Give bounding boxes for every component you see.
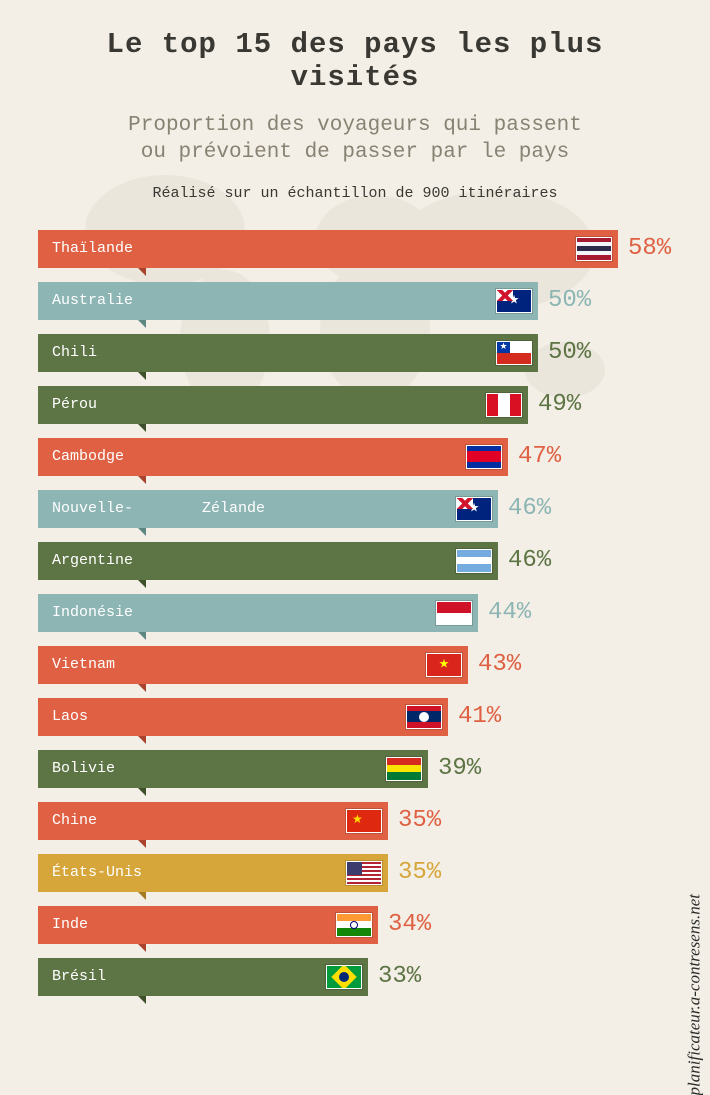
bar-label: Bolivie [38, 760, 115, 777]
bar-label: Laos [38, 708, 88, 725]
bar-label: Australie [38, 292, 133, 309]
bar-row: Chili ★ 50% [38, 334, 672, 372]
bar-percent: 43% [478, 646, 521, 684]
bar: Nouvelle- Zélande [38, 490, 498, 528]
bar-label: Nouvelle- [38, 500, 133, 517]
bar-label: Brésil [38, 968, 106, 985]
bar: Argentine [38, 542, 498, 580]
bar-percent: 46% [508, 490, 551, 528]
sample-note: Réalisé sur un échantillon de 900 itinér… [38, 185, 672, 202]
bar-notch [138, 840, 146, 848]
flag-icon-th [576, 237, 612, 261]
bar-notch [138, 684, 146, 692]
bar-notch [138, 424, 146, 432]
bar-row: Bolivie 39% [38, 750, 672, 788]
flag-icon-us [346, 861, 382, 885]
bar-row: Argentine 46% [38, 542, 672, 580]
bar-percent: 33% [378, 958, 421, 996]
flag-icon-in [336, 913, 372, 937]
flag-icon-bo [386, 757, 422, 781]
bar-row: Brésil 33% [38, 958, 672, 996]
bar-row: Australie ★ 50% [38, 282, 672, 320]
bar-percent: 35% [398, 854, 441, 892]
bar: Chine [38, 802, 388, 840]
bar-label: États-Unis [38, 864, 142, 881]
bar: Thaïlande [38, 230, 618, 268]
bar-row: Vietnam ★ 43% [38, 646, 672, 684]
bar-percent: 47% [518, 438, 561, 476]
subtitle-line-1: Proportion des voyageurs qui passent [128, 114, 582, 137]
bar-row: Thaïlande 58% [38, 230, 672, 268]
bar-notch [138, 632, 146, 640]
bar-percent: 46% [508, 542, 551, 580]
bar-label: Indonésie [38, 604, 133, 621]
bar-label: Pérou [38, 396, 97, 413]
flag-icon-vn: ★ [426, 653, 462, 677]
bar: Brésil [38, 958, 368, 996]
bar: Vietnam [38, 646, 468, 684]
bar-percent: 49% [538, 386, 581, 424]
bar-percent: 34% [388, 906, 431, 944]
flag-icon-la [406, 705, 442, 729]
bar-label: Chine [38, 812, 97, 829]
bar-label: Inde [38, 916, 88, 933]
bar-notch [138, 892, 146, 900]
bar: Chili [38, 334, 538, 372]
bar-label: Vietnam [38, 656, 115, 673]
bar-row: Chine ★ 35% [38, 802, 672, 840]
bar-percent: 41% [458, 698, 501, 736]
subtitle-line-2: ou prévoient de passer par le pays [141, 141, 569, 164]
bar-notch [138, 944, 146, 952]
bar: Bolivie [38, 750, 428, 788]
bar-row: Nouvelle- Zélande ★ 46% [38, 490, 672, 528]
bar: États-Unis [38, 854, 388, 892]
chart-title: Le top 15 des pays les plus visités [38, 28, 672, 94]
bar-notch [138, 996, 146, 1004]
bar-label: Thaïlande [38, 240, 133, 257]
bar-notch [138, 476, 146, 484]
flag-icon-cn: ★ [346, 809, 382, 833]
bar: Inde [38, 906, 378, 944]
bar-notch [138, 528, 146, 536]
bar-percent: 39% [438, 750, 481, 788]
bar-row: Pérou 49% [38, 386, 672, 424]
bar: Pérou [38, 386, 528, 424]
bar: Laos [38, 698, 448, 736]
bar-percent: 44% [488, 594, 531, 632]
bar-label-2: Zélande [188, 500, 265, 517]
flag-icon-id [436, 601, 472, 625]
flag-icon-ar [456, 549, 492, 573]
bar-row: États-Unis 35% [38, 854, 672, 892]
flag-icon-cl: ★ [496, 341, 532, 365]
bar-notch [138, 320, 146, 328]
flag-icon-kh [466, 445, 502, 469]
bar-notch [138, 580, 146, 588]
bar: Cambodge [38, 438, 508, 476]
bar-percent: 50% [548, 282, 591, 320]
bar-notch [138, 788, 146, 796]
bar-notch [138, 268, 146, 276]
bar-row: Inde 34% [38, 906, 672, 944]
bar: Indonésie [38, 594, 478, 632]
bar-percent: 50% [548, 334, 591, 372]
bar-notch [138, 736, 146, 744]
chart-subtitle: Proportion des voyageurs qui passent ou … [38, 112, 672, 167]
bar-row: Indonésie 44% [38, 594, 672, 632]
bar-row: Laos 41% [38, 698, 672, 736]
bar-label: Chili [38, 344, 97, 361]
bar-row: Cambodge 47% [38, 438, 672, 476]
flag-icon-pe [486, 393, 522, 417]
bar-label: Argentine [38, 552, 133, 569]
bar: Australie [38, 282, 538, 320]
flag-icon-nz: ★ [456, 497, 492, 521]
flag-icon-au: ★ [496, 289, 532, 313]
flag-icon-br [326, 965, 362, 989]
bar-chart: Thaïlande 58% Australie ★ 50% Chili ★ 50% Pérou 4… [38, 230, 672, 996]
bar-notch [138, 372, 146, 380]
bar-percent: 58% [628, 230, 671, 268]
bar-percent: 35% [398, 802, 441, 840]
bar-label: Cambodge [38, 448, 124, 465]
